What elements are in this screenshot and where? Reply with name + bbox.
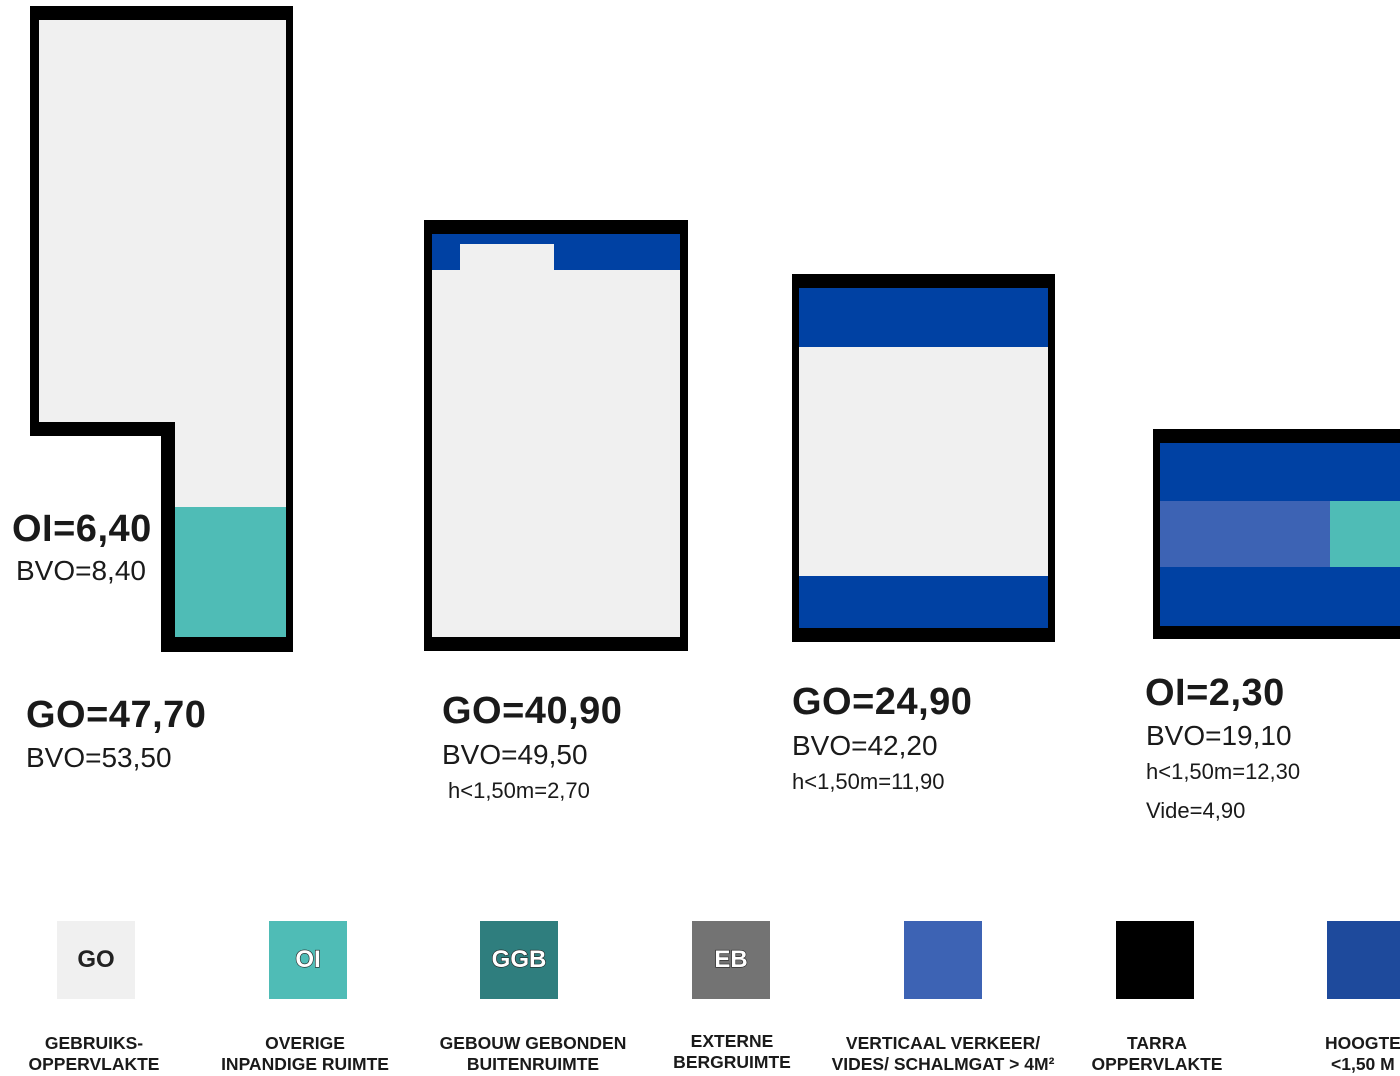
room-4-vide-label: Vide=4,90 — [1146, 798, 1246, 823]
room-1-go-area — [39, 20, 286, 637]
room-1-go-label: GO=47,70 — [26, 694, 207, 736]
room-2-low-height-area — [432, 234, 680, 270]
legend-swatch-ggb: GGB — [480, 921, 558, 999]
room-4-low-height-label: h<1,50m=12,30 — [1146, 759, 1301, 784]
room-3-low-height-label: h<1,50m=11,90 — [792, 769, 945, 794]
room-2-low-height-label: h<1,50m=2,70 — [448, 778, 590, 803]
room-3-low-height-bottom — [799, 576, 1048, 628]
legend-label-oi: OVERIGE INPANDIGE RUIMTE — [221, 1033, 389, 1075]
legend-label-eb-line2: BERGRUIMTE — [673, 1052, 791, 1072]
legend-code-ggb: GGB — [491, 945, 547, 973]
legend-code-go: GO — [77, 946, 115, 973]
room-3-plan — [792, 274, 1055, 642]
legend-label-oi-line2: INPANDIGE RUIMTE — [221, 1054, 389, 1074]
room-3-go-label: GO=24,90 — [792, 681, 973, 723]
legend-label-go-line2: OPPERVLAKTE — [28, 1054, 160, 1074]
room-1-plan — [30, 6, 293, 652]
legend-label-oi-line1: OVERIGE — [265, 1033, 345, 1053]
legend-swatch-hoogte — [1327, 921, 1400, 999]
room-2-go-label: GO=40,90 — [442, 690, 623, 732]
legend-code-oi: OI — [295, 945, 322, 973]
legend-code-eb: EB — [714, 945, 749, 973]
legend-label-hoogte: HOOGTE <1,50 M — [1325, 1033, 1400, 1075]
room-3-bvo-label: BVO=42,20 — [792, 730, 938, 761]
room-2-plan — [424, 220, 688, 651]
room-1-oi-bvo-label: BVO=8,40 — [16, 555, 146, 586]
room-3-low-height-top — [799, 288, 1048, 347]
room-4-bvo-label: BVO=19,10 — [1146, 720, 1292, 751]
legend-label-ggb: GEBOUW GEBONDEN BUITENRUIMTE — [440, 1033, 627, 1075]
legend-label-tarra-line1: TARRA — [1127, 1033, 1187, 1053]
legend-label-go-line1: GEBRUIKS- — [44, 1033, 144, 1053]
legend-swatch-verticaal-verkeer — [904, 921, 982, 999]
legend-label-eb: EXTERNE BERGRUIMTE — [673, 1031, 791, 1073]
legend-label-ggb-line1: GEBOUW GEBONDEN — [439, 1033, 627, 1053]
room-4-oi-area — [1330, 501, 1400, 567]
legend-label-tarra-line2: OPPERVLAKTE — [1091, 1054, 1223, 1074]
legend-label-verticaal-verkeer: VERTICAAL VERKEER/ VIDES/ SCHALMGAT > 4M… — [832, 1033, 1055, 1075]
room-4-oi-label: OI=2,30 — [1145, 672, 1285, 714]
room-4-plan — [1153, 429, 1400, 639]
legend-label-tarra: TARRA OPPERVLAKTE — [1092, 1033, 1223, 1075]
legend-label-verticaal-verkeer-line1: VERTICAAL VERKEER/ — [845, 1033, 1041, 1053]
legend-label-hoogte-line2: <1,50 M — [1331, 1054, 1395, 1074]
room-4-vide-area — [1160, 501, 1330, 567]
room-1-oi-area — [175, 507, 286, 637]
legend-label-hoogte-line1: HOOGTE — [1325, 1033, 1400, 1053]
legend-swatch-tarra — [1116, 921, 1194, 999]
legend-swatch-eb: EB — [692, 921, 770, 999]
legend-label-verticaal-verkeer-line2: VIDES/ SCHALMGAT > 4M² — [831, 1054, 1055, 1074]
legend-label-eb-line1: EXTERNE — [690, 1031, 774, 1051]
legend-label-ggb-line2: BUITENRUIMTE — [466, 1054, 600, 1074]
legend-swatch-go: GO — [57, 921, 135, 999]
legend-label-go: GEBRUIKS- OPPERVLAKTE — [29, 1033, 160, 1075]
room-1-bvo-label: BVO=53,50 — [26, 742, 172, 773]
room-1-oi-label: OI=6,40 — [12, 508, 152, 550]
room-2-bvo-label: BVO=49,50 — [442, 739, 588, 770]
room-2-go-area — [432, 234, 680, 637]
legend-swatch-oi: OI — [269, 921, 347, 999]
